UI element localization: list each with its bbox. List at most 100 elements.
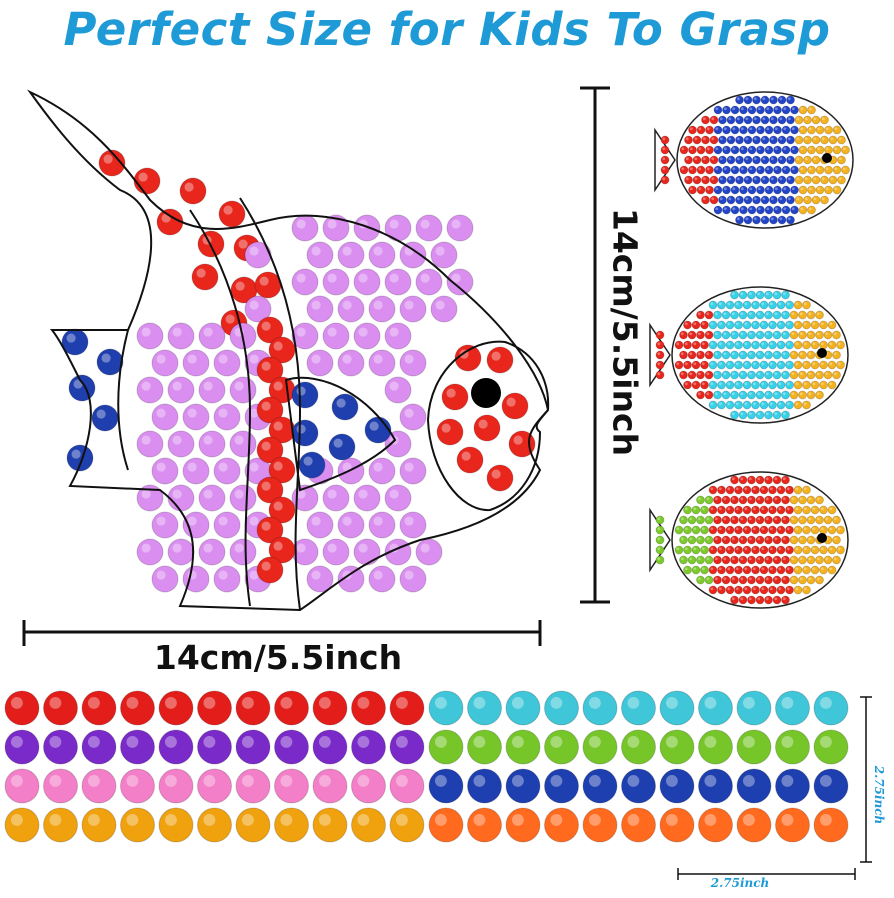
thumbnail-gem [708,360,718,370]
sheet-width-label: 2.75inch [710,876,770,890]
gem-body [786,195,795,205]
gem-body [713,575,722,585]
sheet-gem [505,768,541,804]
gem-highlight [804,197,808,201]
thumbnail-gem [734,585,743,595]
gem-body [704,495,714,505]
gem-highlight [799,372,803,376]
gem-highlight [808,577,812,581]
gem-highlight [803,567,807,571]
gem-body [256,556,284,584]
thumbnail-gem [747,595,756,605]
gem-highlight [782,557,786,561]
gem-body [501,392,529,420]
thumbnail-gem [726,195,736,205]
gem-highlight [138,172,148,182]
gem-body [827,565,837,575]
gem-body [755,390,765,400]
gem-highlight [303,456,313,466]
gem-body [705,125,714,135]
gem-highlight [187,516,197,526]
gem-body [68,374,96,402]
gem-body [743,175,753,185]
sheet-gem [197,807,232,843]
thumbnail-gem [760,175,770,185]
body-gem [229,538,257,566]
gem-body [717,360,726,370]
gem-highlight [812,567,816,571]
gem-body [43,768,78,804]
gem-body [734,300,743,310]
thumbnail-gem [742,545,752,555]
thumbnail-gem [768,360,777,370]
thumbnail-gem [776,400,786,410]
thumbnail-gem [832,165,842,175]
gem-body [755,535,765,545]
gem-highlight [778,547,782,551]
thumbnail-gem [704,555,714,565]
gem-highlight [820,342,824,346]
gem-body [167,376,195,404]
gem-body [755,330,765,340]
gem-highlight [249,246,259,256]
thumbnail-gem [785,485,794,495]
gem-highlight [710,507,714,511]
gem-highlight [770,177,774,181]
gem-highlight [318,735,331,748]
thumbnail-gem [717,340,726,350]
gem-body [789,330,799,340]
gem-highlight [727,362,731,366]
gem-body [709,135,719,145]
gem-highlight [241,813,254,826]
thumbnail-gem [820,175,829,185]
gem-body [764,310,773,320]
gem-body [786,95,795,105]
gem-highlight [765,517,769,521]
thumbnail-gem [768,565,777,575]
sheet-gem [582,807,618,843]
thumbnail-gem [764,370,773,380]
sheet-gem [582,690,618,726]
gem-highlight [693,342,697,346]
gem-body [700,525,709,535]
sheet-gem [544,729,579,765]
sheet-gem [467,729,502,765]
gem-body [683,380,692,390]
thumbnail-gem [713,515,722,525]
gem-highlight [786,527,790,531]
fin-gem [364,416,392,444]
gem-body [700,545,709,555]
sheet-gem [736,768,772,804]
gem-highlight [693,567,697,571]
thumbnail-gem [684,135,693,145]
gem-body [43,690,78,726]
gem-body [815,495,824,505]
gem-body [725,340,735,350]
gem-body [415,268,443,296]
gem-highlight [778,487,782,491]
gem-highlight [812,547,816,551]
gem-highlight [783,147,787,151]
gem-body [726,195,736,205]
gem-highlight [765,557,769,561]
gem-highlight [813,197,817,201]
thumbnail-gem [827,380,837,390]
thumbnail-gem [781,185,791,195]
gem-body [368,457,396,485]
body-gem [399,457,427,485]
gem-highlight [816,372,820,376]
gem-body [760,215,770,225]
thumbnail-gem [794,195,804,205]
gem-body [730,310,739,320]
thumbnail-gem [759,360,769,370]
gem-body [781,555,790,565]
gem-body [751,320,760,330]
gem-body [582,690,618,726]
gem-highlight [261,521,271,531]
gem-highlight [742,735,755,748]
gem-highlight [727,342,731,346]
gem-highlight [684,527,688,531]
gem-body [721,535,731,545]
gem-highlight [727,507,731,511]
gem-highlight [684,342,688,346]
